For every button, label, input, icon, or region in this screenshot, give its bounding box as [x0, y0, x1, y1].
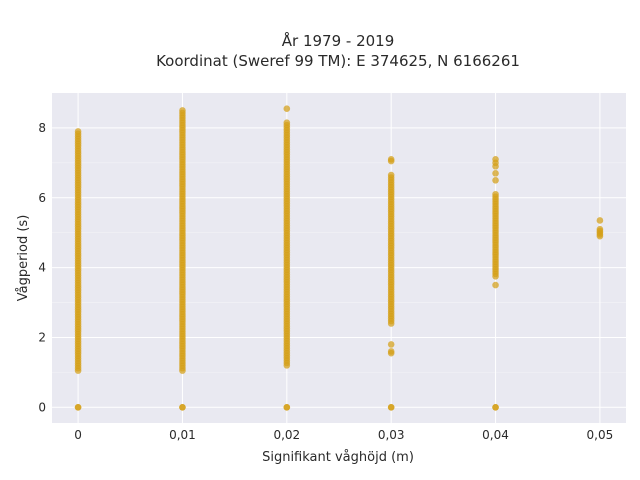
data-point	[283, 119, 291, 126]
data-point	[492, 170, 499, 177]
y-tick-label: 6	[38, 191, 46, 205]
data-point	[387, 403, 395, 411]
data-point	[387, 341, 395, 348]
y-tick-label: 4	[38, 261, 46, 275]
data-point	[492, 190, 499, 198]
data-point	[492, 177, 499, 184]
data-point	[492, 156, 499, 163]
y-tick-label: 0	[38, 400, 46, 414]
y-axis-label: Vågperiod (s)	[16, 215, 31, 302]
data-point	[74, 128, 82, 135]
data-point	[492, 403, 499, 411]
x-tick-label: 0	[74, 428, 82, 442]
data-point	[179, 107, 186, 114]
plot-area	[52, 93, 626, 423]
x-axis-ticks: 0 0,01 0,02 0,03 0,04 0,05	[74, 428, 613, 442]
x-tick-label: 0,04	[482, 428, 509, 442]
y-axis-ticks: 0 2 4 6 8	[38, 121, 46, 414]
data-points	[74, 105, 604, 411]
x-tick-label: 0,01	[169, 428, 196, 442]
x-tick-label: 0,05	[587, 428, 614, 442]
data-point	[387, 171, 395, 179]
data-point	[387, 348, 395, 355]
data-point	[179, 403, 186, 411]
chart-title-line-1: År 1979 - 2019	[282, 31, 395, 50]
data-point	[283, 403, 291, 411]
y-tick-label: 2	[38, 330, 46, 344]
data-point	[387, 156, 395, 163]
x-tick-label: 0,03	[378, 428, 405, 442]
y-tick-label: 8	[38, 121, 46, 135]
x-axis-label: Signifikant våghöjd (m)	[262, 450, 414, 465]
chart-title-line-2: Koordinat (Sweref 99 TM): E 374625, N 61…	[156, 52, 520, 70]
data-point	[283, 105, 291, 113]
x-tick-label: 0,02	[273, 428, 300, 442]
data-point	[596, 217, 604, 224]
data-point	[74, 403, 82, 411]
data-point	[492, 281, 499, 289]
data-point	[596, 225, 604, 233]
